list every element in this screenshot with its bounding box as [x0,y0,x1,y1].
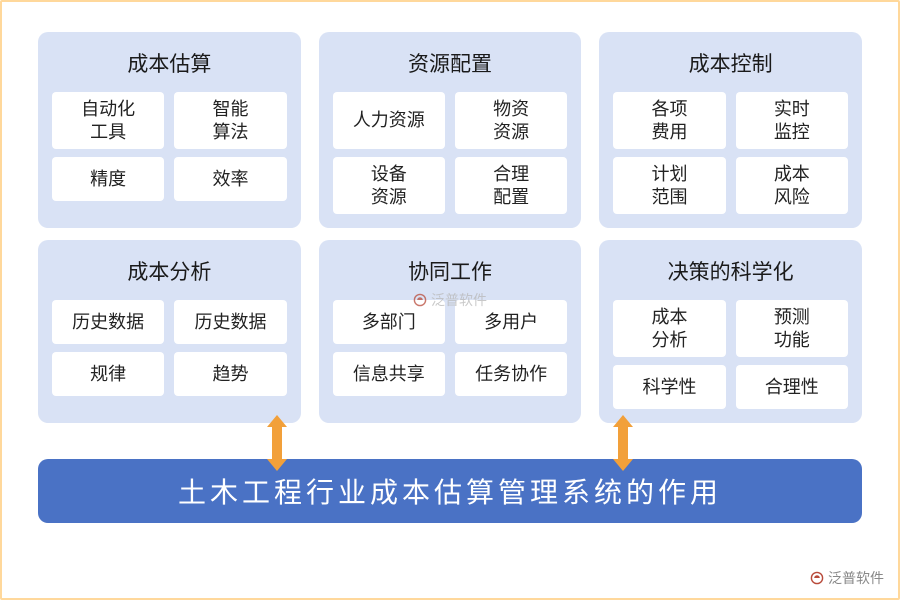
panel-item: 历史数据 [52,300,164,344]
panel-item: 信息共享 [333,352,445,396]
panel-item: 各项 费用 [613,92,725,149]
watermark-text: 泛普软件 [828,568,884,588]
logo-icon [810,571,824,585]
panel-items: 历史数据历史数据规律趋势 [52,300,287,396]
panel-items: 自动化 工具智能 算法精度效率 [52,92,287,201]
panel-item: 效率 [174,157,286,201]
panel-items: 人力资源物资 资源设备 资源合理 配置 [333,92,568,214]
panel-item: 趋势 [174,352,286,396]
panel-item: 计划 范围 [613,157,725,214]
panel-item: 任务协作 [455,352,567,396]
panel-title: 协同工作 [333,252,568,292]
panel-item: 多部门 [333,300,445,344]
panel: 成本分析历史数据历史数据规律趋势 [38,240,301,423]
panel-item: 多用户 [455,300,567,344]
panel: 成本控制各项 费用实时 监控计划 范围成本 风险 [599,32,862,228]
panel-item: 物资 资源 [455,92,567,149]
panel: 成本估算自动化 工具智能 算法精度效率 [38,32,301,228]
panel-item: 规律 [52,352,164,396]
diagram-container: 成本估算自动化 工具智能 算法精度效率资源配置人力资源物资 资源设备 资源合理 … [2,2,898,547]
panel: 决策的科学化成本 分析预测 功能科学性合理性 [599,240,862,423]
title-bar: 土木工程行业成本估算管理系统的作用 [38,459,862,523]
panel-item: 智能 算法 [174,92,286,149]
panel-item: 设备 资源 [333,157,445,214]
connectors-row [38,423,862,459]
panel-items: 成本 分析预测 功能科学性合理性 [613,300,848,409]
panel-title: 成本控制 [613,44,848,84]
panel-items: 各项 费用实时 监控计划 范围成本 风险 [613,92,848,214]
panel-item: 预测 功能 [736,300,848,357]
panel-item: 科学性 [613,365,725,409]
panel: 资源配置人力资源物资 资源设备 资源合理 配置 [319,32,582,228]
panel-title: 成本估算 [52,44,287,84]
panel-title: 资源配置 [333,44,568,84]
panel-item: 合理性 [736,365,848,409]
panel: 协同工作多部门多用户信息共享任务协作 [319,240,582,423]
panel-item: 合理 配置 [455,157,567,214]
watermark-bottom: 泛普软件 [810,568,884,588]
panel-item: 实时 监控 [736,92,848,149]
panel-item: 人力资源 [333,92,445,149]
title-bar-text: 土木工程行业成本估算管理系统的作用 [178,477,722,508]
panel-title: 决策的科学化 [613,252,848,292]
panel-item: 历史数据 [174,300,286,344]
panel-item: 自动化 工具 [52,92,164,149]
panels-grid: 成本估算自动化 工具智能 算法精度效率资源配置人力资源物资 资源设备 资源合理 … [38,32,862,423]
panel-item: 精度 [52,157,164,201]
panel-item: 成本 风险 [736,157,848,214]
connector-arrow [618,425,628,461]
panel-item: 成本 分析 [613,300,725,357]
connector-arrow [272,425,282,461]
panel-title: 成本分析 [52,252,287,292]
panel-items: 多部门多用户信息共享任务协作 [333,300,568,396]
